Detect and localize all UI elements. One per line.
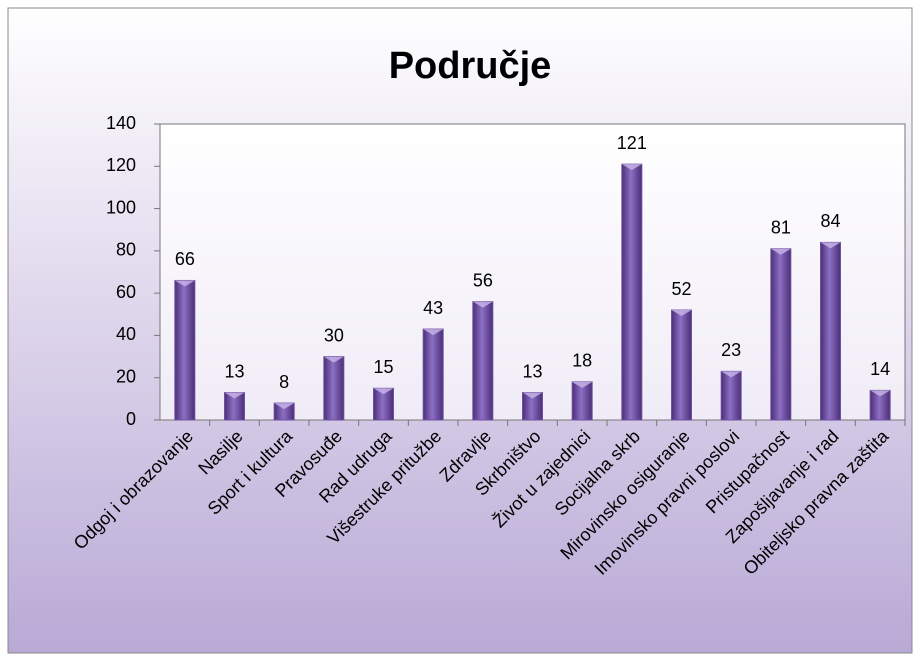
- bar-cap: [174, 280, 195, 287]
- bar-cap: [522, 392, 543, 399]
- bar-cap: [671, 310, 692, 317]
- bar: [671, 309, 692, 421]
- bar-cap: [373, 388, 394, 395]
- y-tick-label: 60: [116, 282, 136, 302]
- y-tick-label: 40: [116, 324, 136, 344]
- data-label: 15: [373, 357, 393, 377]
- chart-title: Područje: [389, 45, 552, 87]
- bar-cap: [274, 403, 295, 410]
- bar: [770, 248, 792, 421]
- data-label: 52: [671, 279, 691, 299]
- y-tick-label: 100: [106, 197, 136, 217]
- data-label: 121: [617, 133, 647, 153]
- bar-cap: [770, 248, 791, 255]
- bar-cap: [572, 381, 593, 388]
- bar: [720, 370, 742, 421]
- bar-cap: [423, 329, 444, 336]
- data-label: 18: [572, 351, 592, 371]
- bar-cap: [820, 242, 841, 249]
- data-label: 30: [324, 325, 344, 345]
- bar-cap: [870, 390, 891, 397]
- bar: [323, 356, 345, 421]
- bar: [621, 163, 643, 421]
- data-label: 13: [224, 361, 244, 381]
- data-label: 81: [771, 217, 791, 237]
- y-tick-label: 80: [116, 240, 136, 260]
- data-label: 43: [423, 298, 443, 318]
- y-tick-label: 20: [116, 366, 136, 386]
- data-label: 13: [522, 361, 542, 381]
- bar-cap: [721, 371, 742, 378]
- bar: [820, 241, 841, 421]
- bar-cap: [323, 356, 344, 363]
- y-tick-label: 0: [126, 409, 136, 429]
- bar: [472, 301, 494, 421]
- data-label: 84: [820, 211, 840, 231]
- bar: [174, 279, 196, 421]
- bar: [422, 328, 444, 421]
- bar-cap: [224, 392, 245, 399]
- y-tick-label: 140: [106, 113, 136, 133]
- data-label: 56: [473, 270, 493, 290]
- data-label: 66: [175, 249, 195, 269]
- bar-cap: [621, 164, 642, 171]
- data-label: 8: [279, 372, 289, 392]
- bar-cap: [472, 301, 493, 308]
- y-tick-label: 120: [106, 155, 136, 175]
- data-label: 23: [721, 340, 741, 360]
- data-label: 14: [870, 359, 890, 379]
